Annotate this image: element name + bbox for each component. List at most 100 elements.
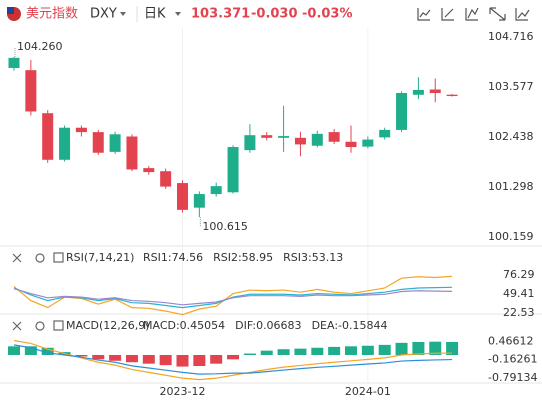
close-icon[interactable] — [12, 321, 22, 331]
candle-body — [294, 137, 306, 145]
histogram-bar — [159, 355, 172, 366]
period[interactable]: 日K — [144, 7, 166, 22]
histogram-bar — [311, 347, 324, 355]
candle-body — [227, 147, 239, 193]
candle-body — [345, 141, 357, 148]
flag-canton — [7, 7, 14, 14]
candle-body — [8, 57, 20, 68]
dropdown-caret[interactable] — [175, 12, 181, 16]
candle-body — [75, 127, 87, 133]
indicator-box-icon[interactable] — [53, 252, 64, 263]
draw-icon[interactable] — [441, 8, 454, 21]
candle-body — [92, 132, 104, 153]
y-tick-label: 103.577 — [488, 80, 534, 93]
histogram-bar — [24, 346, 37, 355]
indicator-line — [13, 275, 453, 316]
histogram-bar — [142, 355, 155, 364]
histogram-bar — [8, 346, 20, 355]
candle-body — [210, 186, 222, 195]
candle-body — [261, 135, 273, 138]
candle-body — [278, 136, 290, 138]
histogram-bar — [294, 348, 307, 355]
change: -0.030 — [251, 7, 298, 22]
histogram-bar — [277, 349, 290, 355]
candle-body — [244, 135, 256, 151]
instrument-name[interactable]: 美元指数 — [26, 7, 78, 22]
histogram-bar — [378, 344, 391, 355]
candle-body — [42, 113, 54, 160]
candle-body — [177, 183, 188, 210]
legend-entry: RSI1:74.56 — [143, 251, 203, 264]
legend-entry: DEA:-0.15844 — [312, 319, 388, 332]
compare-icon[interactable] — [465, 7, 479, 21]
candle-body — [126, 136, 138, 170]
candle-body — [412, 89, 424, 95]
histogram-bar — [210, 355, 223, 364]
y-tick-label: -0.16261 — [488, 353, 537, 366]
x-tick-label: 2023-12 — [160, 385, 206, 398]
histogram-bar — [227, 355, 240, 360]
y-tick-label: 101.298 — [488, 180, 534, 193]
histogram-bar — [243, 353, 256, 355]
close-icon[interactable] — [12, 253, 22, 263]
y-tick-label: -0.79134 — [488, 371, 537, 384]
histogram-bar — [429, 341, 442, 355]
candle-body — [311, 133, 323, 146]
fullscreen-icon[interactable] — [489, 7, 506, 21]
candle-body — [25, 70, 37, 112]
candle-body — [160, 171, 172, 187]
annotation: 104.260 — [17, 40, 63, 53]
indicator-line — [13, 344, 453, 375]
candle-body — [396, 93, 408, 130]
y-tick-label: 102.438 — [488, 130, 534, 143]
legend-entry: RSI2:58.95 — [213, 251, 273, 264]
candle-body — [429, 89, 441, 94]
candle-body — [328, 132, 340, 142]
legend-entry: DIF:0.06683 — [235, 319, 301, 332]
indicator-line — [13, 339, 453, 381]
histogram-bar — [328, 346, 341, 355]
histogram-bar — [176, 355, 189, 367]
histogram-bar — [92, 355, 105, 360]
histogram-bar — [260, 350, 273, 355]
histogram-bar — [446, 341, 459, 355]
legend-entry: RSI3:53.13 — [283, 251, 343, 264]
y-tick-label: 49.41 — [503, 287, 535, 300]
y-tick-label: 0.46612 — [488, 335, 534, 348]
indicator-box-icon[interactable] — [53, 320, 64, 331]
y-tick-label: 22.53 — [503, 306, 535, 319]
settings-icon[interactable] — [515, 8, 530, 21]
histogram-bar — [395, 342, 408, 355]
legend-entry: MACD:0.45054 — [143, 319, 225, 332]
histogram-bar — [125, 355, 138, 363]
histogram-bar — [41, 347, 54, 355]
indicator-line — [13, 288, 453, 306]
annotation: 100.615 — [202, 220, 248, 233]
candle-body — [446, 94, 458, 97]
histogram-bar — [75, 355, 88, 357]
gear-icon[interactable] — [35, 321, 45, 331]
gear-icon[interactable] — [35, 253, 45, 263]
x-tick-label: 2024-01 — [345, 385, 391, 398]
dropdown-caret[interactable] — [120, 12, 126, 16]
change-percent: -0.03% — [302, 7, 353, 22]
candle-body — [143, 168, 155, 173]
candle-body — [109, 134, 121, 152]
price: 103.371 — [191, 7, 250, 22]
candle-body — [193, 194, 205, 208]
y-tick-label: 76.29 — [503, 268, 535, 281]
symbol[interactable]: DXY — [90, 7, 117, 22]
macd-title: MACD(12,26,9) — [66, 319, 150, 332]
histogram-bar — [361, 345, 374, 355]
histogram-bar — [193, 355, 206, 366]
indicator-line — [13, 286, 453, 309]
histogram-bar — [412, 341, 425, 355]
rsi-title: RSI(7,14,21) — [66, 251, 134, 264]
candle-body — [59, 127, 71, 160]
candle-body — [379, 129, 391, 138]
histogram-bar — [345, 346, 357, 355]
indicator-icon[interactable] — [417, 8, 431, 21]
histogram-bar — [109, 355, 122, 361]
